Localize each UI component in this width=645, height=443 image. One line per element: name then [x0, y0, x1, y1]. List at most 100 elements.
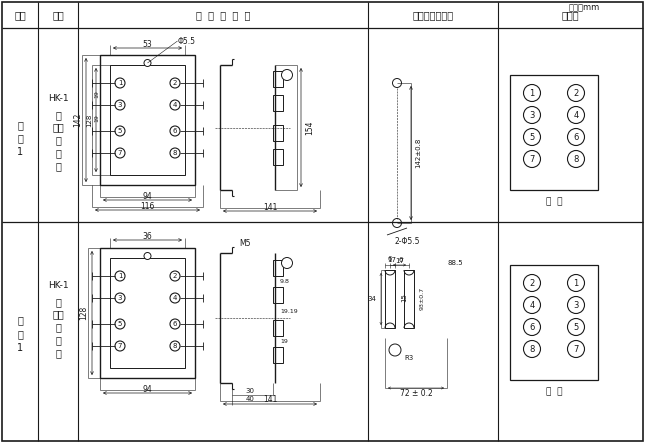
- Circle shape: [170, 148, 180, 158]
- Text: 3: 3: [573, 300, 579, 310]
- Text: 1: 1: [17, 147, 23, 157]
- Text: 6: 6: [399, 257, 403, 263]
- Text: 6: 6: [573, 132, 579, 141]
- Text: 附: 附: [17, 315, 23, 325]
- Text: 凸: 凸: [55, 297, 61, 307]
- Text: 1: 1: [530, 89, 535, 97]
- Text: 7: 7: [530, 155, 535, 163]
- Text: 5: 5: [573, 323, 579, 331]
- Text: 53: 53: [143, 39, 152, 48]
- Circle shape: [170, 100, 180, 110]
- Text: 7: 7: [118, 343, 123, 349]
- Text: 128: 128: [79, 306, 88, 320]
- Bar: [110, 258, 185, 368]
- Bar: [100, 248, 195, 378]
- Circle shape: [393, 78, 401, 88]
- Text: 线: 线: [55, 161, 61, 171]
- Text: 142±0.8: 142±0.8: [415, 138, 421, 168]
- Bar: [273, 71, 283, 87]
- Text: HK-1: HK-1: [48, 280, 68, 289]
- Circle shape: [524, 151, 541, 167]
- Circle shape: [524, 106, 541, 124]
- Circle shape: [281, 257, 292, 268]
- Circle shape: [115, 148, 125, 158]
- Text: 94: 94: [143, 191, 152, 201]
- Text: 外  形  尺  寸  图: 外 形 尺 寸 图: [196, 10, 250, 20]
- Text: 凸: 凸: [55, 110, 61, 120]
- Text: 8: 8: [173, 343, 177, 349]
- Circle shape: [524, 85, 541, 101]
- Text: 93±0.7: 93±0.7: [419, 287, 424, 310]
- Text: 9.8: 9.8: [280, 279, 290, 284]
- Circle shape: [568, 128, 584, 145]
- Text: 5: 5: [118, 321, 122, 327]
- Bar: [110, 65, 185, 175]
- Bar: [100, 55, 195, 185]
- Text: 94: 94: [143, 385, 152, 393]
- Text: 线: 线: [55, 348, 61, 358]
- Text: 34: 34: [367, 296, 376, 302]
- Bar: [273, 347, 283, 363]
- Text: 6: 6: [530, 323, 535, 331]
- Circle shape: [115, 100, 125, 110]
- Text: 141: 141: [263, 202, 277, 211]
- Text: 接: 接: [55, 335, 61, 345]
- Text: 4: 4: [530, 300, 535, 310]
- Text: 2: 2: [173, 273, 177, 279]
- Circle shape: [568, 106, 584, 124]
- Text: 88.5: 88.5: [448, 260, 464, 266]
- Text: 单位：mm: 单位：mm: [569, 4, 600, 12]
- Text: 4: 4: [173, 102, 177, 108]
- Circle shape: [115, 126, 125, 136]
- Circle shape: [170, 319, 180, 329]
- Text: 3: 3: [118, 295, 123, 301]
- Bar: [273, 149, 283, 165]
- Circle shape: [524, 275, 541, 291]
- Circle shape: [524, 128, 541, 145]
- Text: R3: R3: [404, 355, 413, 361]
- Circle shape: [170, 341, 180, 351]
- Text: 接: 接: [55, 148, 61, 158]
- Text: 2: 2: [173, 80, 177, 86]
- Text: 图: 图: [17, 329, 23, 339]
- Bar: [404, 270, 414, 328]
- Text: 19: 19: [95, 90, 99, 98]
- Text: 15: 15: [401, 294, 407, 303]
- Text: 30: 30: [246, 388, 255, 394]
- Text: 36: 36: [143, 232, 152, 241]
- Circle shape: [568, 85, 584, 101]
- Text: 背  视: 背 视: [546, 388, 562, 396]
- Circle shape: [524, 319, 541, 335]
- Circle shape: [393, 218, 401, 228]
- Text: 6: 6: [173, 321, 177, 327]
- Circle shape: [568, 296, 584, 314]
- Text: 3: 3: [118, 102, 123, 108]
- Text: 后: 后: [55, 322, 61, 332]
- Text: 1: 1: [17, 343, 23, 353]
- Circle shape: [170, 271, 180, 281]
- Bar: [510, 265, 598, 380]
- Circle shape: [170, 78, 180, 88]
- Text: 6: 6: [388, 256, 392, 262]
- Bar: [385, 270, 395, 328]
- Text: Φ5.5: Φ5.5: [177, 36, 195, 46]
- Text: 1: 1: [118, 273, 123, 279]
- Text: 154: 154: [305, 120, 314, 135]
- Text: 前: 前: [55, 135, 61, 145]
- Text: 3: 3: [530, 110, 535, 120]
- Text: 17: 17: [388, 257, 397, 263]
- Text: 出式: 出式: [52, 309, 64, 319]
- Circle shape: [115, 271, 125, 281]
- Bar: [510, 75, 598, 190]
- Text: 5: 5: [530, 132, 535, 141]
- Text: 72 ± 0.2: 72 ± 0.2: [400, 389, 432, 399]
- Circle shape: [115, 293, 125, 303]
- Circle shape: [115, 319, 125, 329]
- Text: 附: 附: [17, 120, 23, 130]
- Text: 图号: 图号: [14, 10, 26, 20]
- Text: 19.19: 19.19: [280, 309, 298, 314]
- Text: 4: 4: [573, 110, 579, 120]
- Text: 141: 141: [263, 396, 277, 404]
- Bar: [273, 287, 283, 303]
- Text: 前  视: 前 视: [546, 198, 562, 206]
